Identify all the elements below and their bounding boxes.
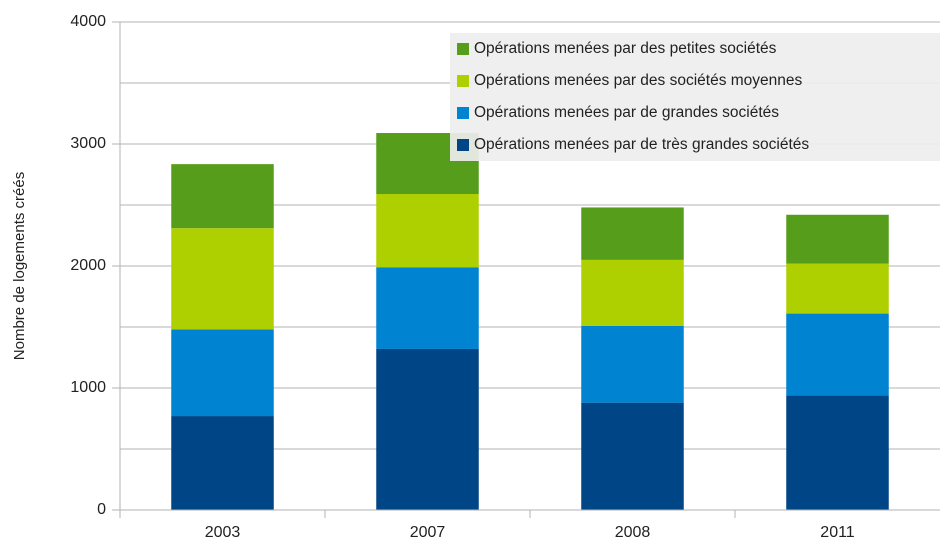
bar-segment — [581, 207, 684, 260]
bar-segment — [171, 228, 274, 330]
y-tick-label: 2000 — [70, 257, 106, 274]
bar-segment — [786, 395, 889, 510]
legend-swatch — [457, 139, 469, 151]
y-tick-label: 1000 — [70, 379, 106, 396]
bar-segment — [376, 267, 479, 349]
bar-segment — [581, 259, 684, 326]
bar-segment — [581, 402, 684, 510]
legend-box — [450, 33, 940, 161]
x-tick-label: 2008 — [615, 524, 651, 541]
x-tick-label: 2011 — [820, 524, 855, 541]
legend-label: Opérations menées par des sociétés moyen… — [474, 72, 803, 89]
bar-segment — [171, 416, 274, 510]
bar-segment — [376, 194, 479, 268]
bar-segment — [376, 348, 479, 510]
bar-segment — [786, 214, 889, 264]
legend-label: Opérations menées par de très grandes so… — [474, 136, 809, 153]
y-tick-label: 3000 — [70, 135, 106, 152]
y-tick-label: 0 — [97, 501, 106, 518]
x-tick-label: 2003 — [205, 524, 241, 541]
legend-swatch — [457, 43, 469, 55]
x-tick-label: 2007 — [410, 524, 446, 541]
bar-segment — [786, 313, 889, 396]
bar-segment — [581, 325, 684, 403]
legend-swatch — [457, 107, 469, 119]
legend-swatch — [457, 75, 469, 87]
legend-label: Opérations menées par des petites sociét… — [474, 40, 777, 57]
bar-segment — [786, 263, 889, 314]
bar-segment — [171, 329, 274, 417]
bar-segment — [171, 164, 274, 229]
y-tick-label: 4000 — [70, 13, 106, 30]
legend: Opérations menées par des petites sociét… — [450, 33, 940, 161]
legend-label: Opérations menées par de grandes société… — [474, 104, 779, 121]
y-axis-label: Nombre de logements créés — [11, 172, 28, 360]
